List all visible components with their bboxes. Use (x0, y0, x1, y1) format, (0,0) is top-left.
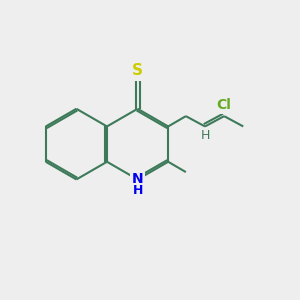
Text: H: H (200, 129, 210, 142)
Text: H: H (132, 184, 143, 197)
Text: S: S (132, 63, 143, 78)
Text: N: N (132, 172, 143, 186)
Text: Cl: Cl (217, 98, 232, 112)
